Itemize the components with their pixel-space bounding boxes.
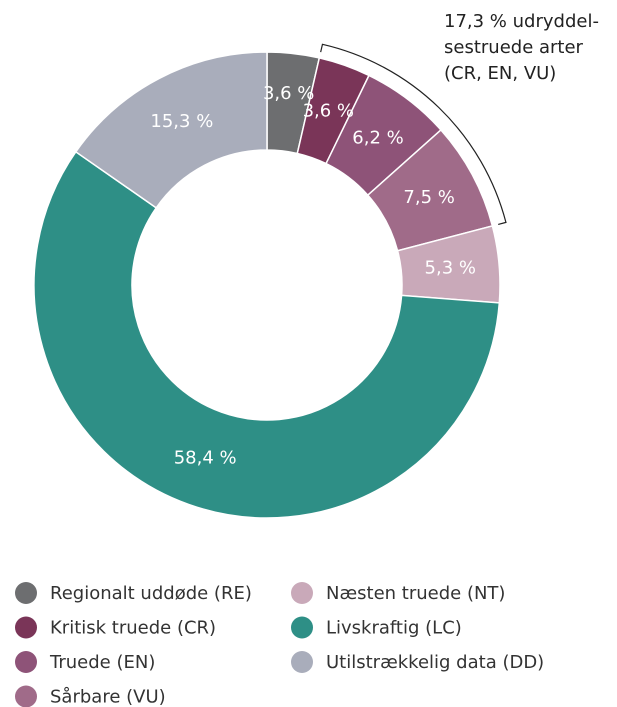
legend-marker: [15, 685, 37, 707]
legend-label: Kritisk truede (CR): [50, 618, 216, 639]
legend-marker: [291, 582, 313, 604]
legend-label: Sårbare (VU): [50, 687, 166, 707]
legend-label: Utilstrækkelig data (DD): [326, 652, 544, 673]
value-label: 5,3 %: [425, 258, 476, 279]
legend-marker: [291, 651, 313, 673]
slice: [33, 150, 501, 519]
value-label: 3,6 %: [303, 101, 354, 122]
annotation: sestruede arter: [444, 37, 584, 58]
value-label: 58,4 %: [174, 447, 237, 468]
legend-marker: [15, 651, 37, 673]
legend-label: Næsten truede (NT): [326, 583, 505, 604]
value-label: 6,2 %: [352, 127, 403, 148]
legend-marker: [291, 616, 313, 639]
annotation: 17,3 % udryddel-: [444, 11, 599, 32]
value-label: 15,3 %: [150, 111, 213, 132]
annotation: (CR, EN, VU): [444, 63, 556, 84]
legend-label: Regionalt uddøde (RE): [50, 583, 252, 604]
legend-label: Truede (EN): [49, 652, 155, 673]
bracket: [320, 43, 507, 225]
slice: [74, 51, 268, 209]
value-label: 3,6 %: [263, 83, 314, 104]
value-label: 7,5 %: [403, 187, 454, 208]
legend-marker: [15, 582, 37, 604]
legend-label: Livskraftig (LC): [326, 618, 462, 639]
legend-marker: [15, 616, 37, 639]
